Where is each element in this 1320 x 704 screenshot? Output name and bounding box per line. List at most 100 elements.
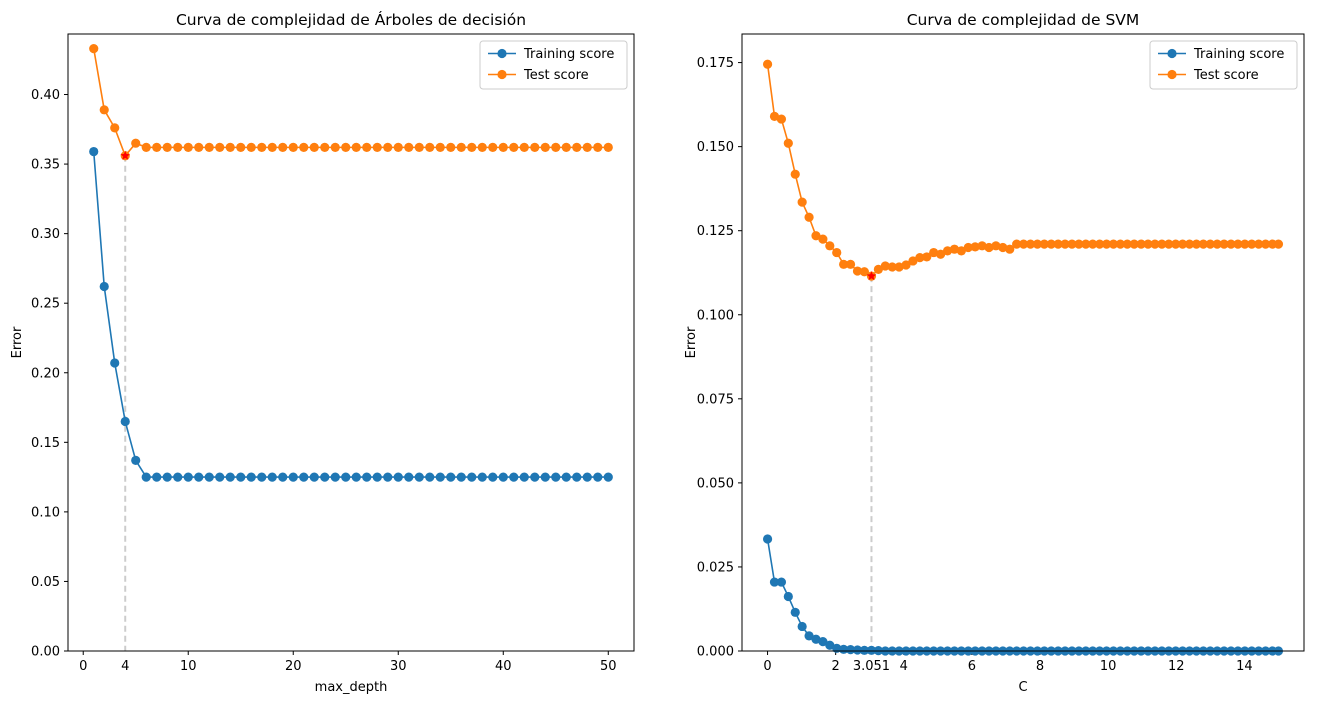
data-point [1191, 239, 1202, 249]
data-point [320, 472, 330, 482]
data-point [362, 142, 372, 152]
data-point [1260, 239, 1271, 249]
data-point [811, 231, 821, 241]
y-tick-label: 0.025 [697, 560, 734, 575]
data-point [89, 44, 99, 54]
data-point [825, 640, 835, 650]
data-point [593, 142, 603, 152]
data-point [1115, 239, 1125, 249]
data-point [425, 142, 435, 152]
data-point [477, 472, 487, 482]
legend: Training score Test score [479, 40, 628, 90]
data-point [1053, 239, 1063, 249]
data-point [783, 138, 793, 148]
legend-label: Training score [1193, 47, 1284, 62]
data-point [1205, 239, 1215, 249]
data-point [372, 142, 382, 152]
data-point [320, 142, 330, 152]
data-point [1108, 239, 1119, 249]
data-point [152, 142, 162, 152]
data-point [267, 142, 277, 152]
data-point [99, 281, 109, 292]
y-tick-label: 0.20 [31, 366, 60, 381]
data-point [790, 169, 800, 179]
legend-label: Test score [523, 68, 589, 83]
data-point [1233, 239, 1243, 249]
data-point [162, 472, 172, 482]
data-point [991, 241, 1001, 251]
x-tick-label: 14 [1236, 659, 1253, 674]
data-point [131, 455, 141, 465]
data-point [1074, 239, 1084, 249]
data-point [551, 472, 561, 482]
data-point [299, 142, 309, 152]
data-point [1018, 239, 1029, 249]
data-point [915, 253, 925, 263]
data-point [908, 256, 918, 266]
legend-marker [497, 69, 507, 80]
data-point [1171, 239, 1181, 249]
legend-box [479, 40, 628, 90]
data-point [488, 472, 498, 482]
chart-title: Curva de complejidad de Árboles de decis… [176, 10, 526, 29]
data-point [330, 472, 340, 482]
data-point [1212, 239, 1222, 249]
data-point [278, 142, 288, 152]
data-point [956, 246, 966, 256]
data-point [551, 142, 561, 152]
data-point [922, 252, 932, 262]
x-tick-label: 4 [900, 659, 908, 674]
data-point [131, 138, 141, 148]
data-point [456, 142, 466, 152]
data-point [498, 142, 508, 152]
x-tick-label: 50 [600, 659, 617, 674]
data-point [949, 244, 960, 254]
data-point [383, 472, 393, 482]
data-point [141, 142, 151, 152]
data-point [120, 416, 130, 427]
data-point [1081, 239, 1091, 249]
data-point [936, 249, 946, 259]
data-point [278, 472, 288, 482]
data-point [351, 142, 361, 152]
data-point [582, 472, 592, 482]
data-point [225, 142, 235, 152]
data-point [236, 472, 246, 482]
data-point [845, 259, 856, 269]
data-point [572, 472, 582, 482]
legend-label: Test score [1193, 68, 1259, 83]
data-point [488, 142, 498, 152]
data-point [1198, 239, 1208, 249]
data-point [1178, 239, 1188, 249]
data-point [456, 472, 466, 482]
x-tick-label: 40 [495, 659, 512, 674]
legend-marker [1167, 48, 1177, 59]
data-point [762, 59, 773, 69]
data-point [519, 472, 529, 482]
data-point [894, 262, 904, 272]
x-tick-label: 8 [1036, 659, 1044, 674]
data-point [404, 472, 414, 482]
data-point [859, 267, 869, 277]
data-point [901, 260, 911, 270]
data-point [110, 123, 120, 133]
data-point [288, 142, 298, 152]
data-point [963, 242, 973, 253]
data-point [1247, 239, 1257, 249]
series-line-training [92, 151, 609, 478]
y-tick-label: 0.075 [697, 392, 734, 407]
data-point [404, 142, 414, 152]
data-point [299, 472, 309, 482]
data-point [1088, 239, 1098, 249]
y-tick-label: 0.000 [697, 645, 734, 660]
data-point [540, 142, 550, 152]
y-tick-label: 0.175 [697, 56, 734, 71]
legend: Training score Test score [1149, 40, 1298, 90]
x-tick-label: 10 [180, 659, 197, 674]
data-point [1122, 239, 1132, 249]
y-tick-label: 0.40 [31, 88, 60, 103]
data-point [790, 607, 800, 617]
data-point [183, 472, 193, 482]
data-point [998, 242, 1008, 253]
y-tick-label: 0.150 [697, 140, 734, 155]
